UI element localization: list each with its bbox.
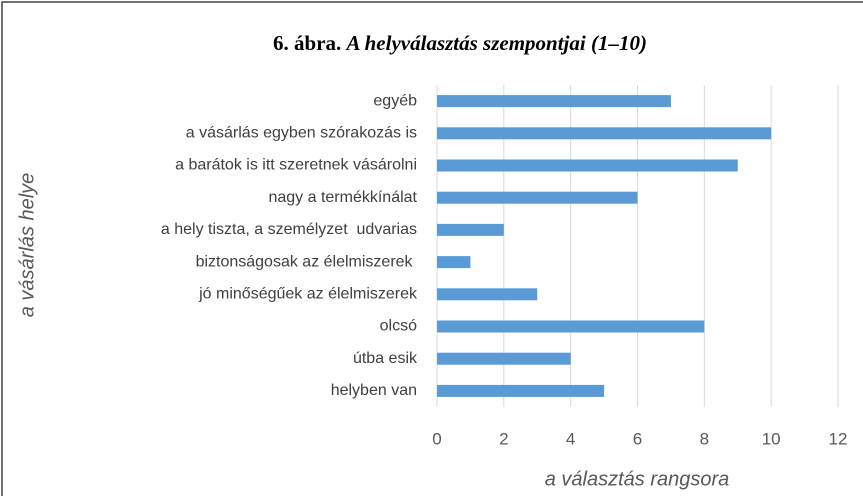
- y-tick-label: egyéb: [373, 92, 417, 109]
- bar: [437, 384, 605, 397]
- x-tick-label: 12: [829, 429, 848, 448]
- chart-title: 6. ábra. A helyválasztás szempontjai (1–…: [273, 31, 647, 55]
- y-tick-label: útba esik: [353, 350, 418, 367]
- x-tick-label: 8: [700, 429, 709, 448]
- title-label: 6. ábra.: [273, 31, 341, 55]
- bar: [437, 288, 538, 301]
- y-tick-label: jó minőségűek az élelmiszerek: [198, 286, 418, 303]
- y-tick-label: helyben van: [331, 382, 417, 399]
- y-tick-label: a vásárlás egyben szórakozás is: [186, 125, 417, 142]
- title-text: A helyválasztás szempontjai (1–10): [345, 31, 647, 55]
- x-tick-label: 10: [762, 429, 781, 448]
- x-tick-label: 6: [633, 429, 642, 448]
- bar: [437, 127, 772, 140]
- bar: [437, 256, 471, 269]
- x-axis-label: a választás rangsora: [545, 468, 730, 490]
- y-tick-label: olcsó: [380, 318, 417, 335]
- bar: [437, 352, 571, 365]
- x-tick-label: 2: [499, 429, 508, 448]
- bar: [437, 159, 738, 172]
- y-tick-label: a barátok is itt szeretnek vásárolni: [175, 157, 417, 174]
- y-tick-label: a hely tiszta, a személyzet udvarias: [161, 221, 417, 238]
- y-tick-label: biztonságosak az élelmiszerek: [196, 253, 417, 270]
- y-axis-label: a vásárlás helye: [16, 173, 38, 318]
- x-tick-label: 0: [432, 429, 441, 448]
- bar: [437, 95, 671, 108]
- y-tick-label: nagy a termékkínálat: [268, 189, 417, 206]
- bar: [437, 223, 504, 236]
- bar: [437, 191, 638, 204]
- bar: [437, 320, 705, 333]
- x-tick-label: 4: [566, 429, 575, 448]
